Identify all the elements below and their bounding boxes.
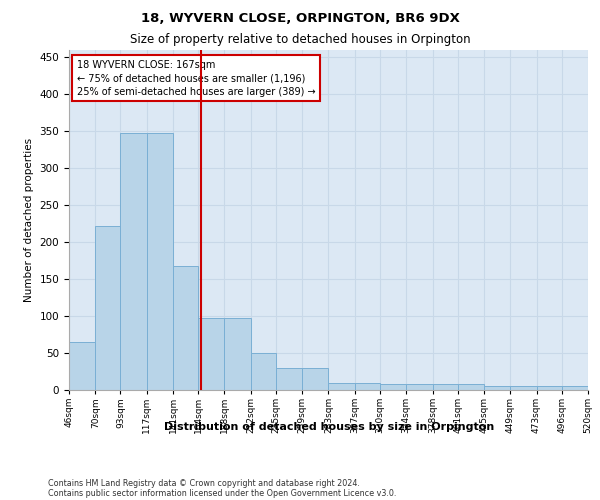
Bar [562, 386, 588, 390]
Text: Size of property relative to detached houses in Orpington: Size of property relative to detached ho… [130, 32, 470, 46]
Text: Contains public sector information licensed under the Open Government Licence v3: Contains public sector information licen… [48, 488, 397, 498]
Y-axis label: Number of detached properties: Number of detached properties [24, 138, 34, 302]
Bar [510, 386, 536, 390]
Bar [276, 368, 302, 390]
Bar [147, 133, 173, 390]
Bar [484, 386, 510, 390]
Bar [251, 353, 276, 390]
Bar [329, 382, 355, 390]
Bar [173, 266, 198, 390]
Bar [224, 318, 251, 390]
Bar [380, 384, 406, 390]
Text: 18, WYVERN CLOSE, ORPINGTON, BR6 9DX: 18, WYVERN CLOSE, ORPINGTON, BR6 9DX [140, 12, 460, 26]
Bar [458, 384, 484, 390]
Bar [121, 133, 147, 390]
Text: Distribution of detached houses by size in Orpington: Distribution of detached houses by size … [164, 422, 494, 432]
Bar [406, 384, 433, 390]
Bar [433, 384, 458, 390]
Bar [536, 386, 562, 390]
Bar [69, 342, 95, 390]
Text: 18 WYVERN CLOSE: 167sqm
← 75% of detached houses are smaller (1,196)
25% of semi: 18 WYVERN CLOSE: 167sqm ← 75% of detache… [77, 60, 316, 96]
Text: Contains HM Land Registry data © Crown copyright and database right 2024.: Contains HM Land Registry data © Crown c… [48, 478, 360, 488]
Bar [198, 318, 224, 390]
Bar [302, 368, 329, 390]
Bar [95, 226, 121, 390]
Bar [355, 382, 380, 390]
